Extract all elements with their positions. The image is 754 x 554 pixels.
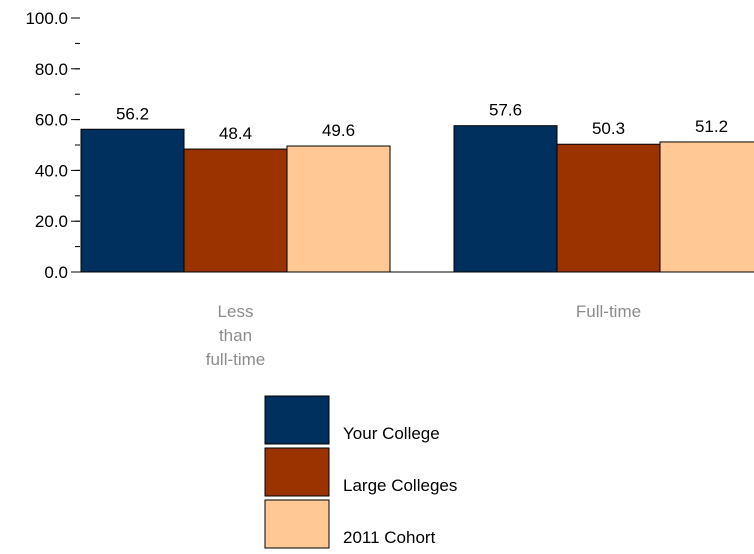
bar-value-label: 56.2 [116, 104, 149, 123]
y-tick-label: 40.0 [35, 161, 68, 180]
bar-value-label: 49.6 [322, 121, 355, 140]
bar [183, 148, 288, 273]
y-tick-label: 80.0 [35, 60, 68, 79]
legend: Your College Large Colleges 2011 Cohort [264, 395, 457, 549]
y-tick-label: 20.0 [35, 212, 68, 231]
category-label: Less [218, 302, 254, 321]
category-label: than [219, 326, 252, 345]
bar [80, 128, 185, 273]
bar-value-label: 50.3 [592, 119, 625, 138]
y-tick-label: 100.0 [25, 9, 68, 28]
legend-label: 2011 Cohort [343, 528, 436, 547]
legend-swatch [264, 499, 330, 549]
legend-swatch [264, 395, 330, 445]
y-axis: 0.0 20.0 40.0 60.0 80.0 100.0 [25, 9, 754, 282]
legend-swatch [264, 447, 330, 497]
legend-label: Large Colleges [343, 476, 457, 495]
bar-value-label: 51.2 [695, 117, 728, 136]
bar [286, 145, 391, 273]
y-tick-label: 0.0 [44, 263, 68, 282]
legend-label: Your College [343, 424, 440, 443]
bar [659, 141, 754, 273]
y-tick-label: 60.0 [35, 111, 68, 130]
category-label: full-time [206, 350, 266, 369]
data-labels: 56.2 57.6 48.4 50.3 49.6 51.2 [116, 101, 728, 143]
category-label: Full-time [576, 302, 641, 321]
bar-value-label: 48.4 [219, 124, 252, 143]
bar-value-label: 57.6 [489, 101, 522, 120]
bar [453, 125, 558, 273]
bar [556, 143, 661, 273]
bars [80, 125, 754, 273]
category-labels: Less than full-time Full-time [206, 302, 641, 369]
